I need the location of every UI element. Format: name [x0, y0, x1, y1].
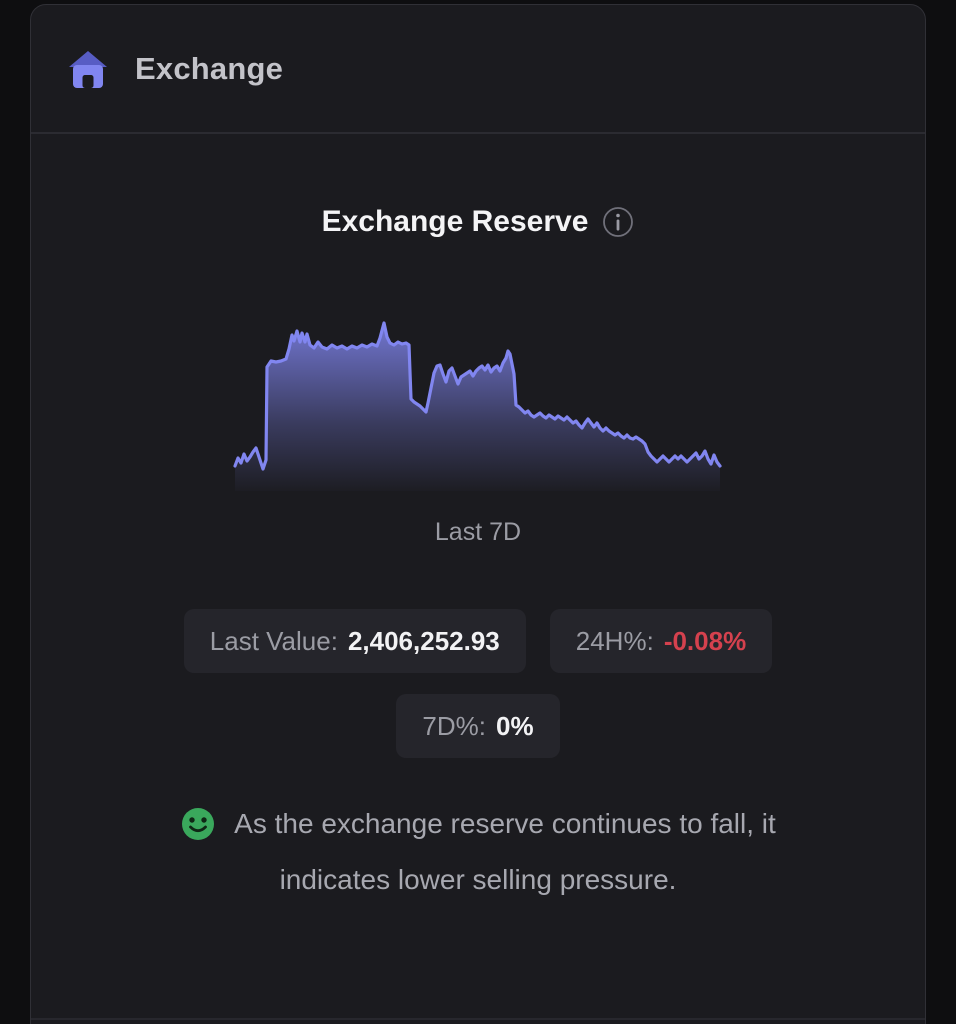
stat-badge-24h-change: 24H%: -0.08%: [549, 609, 773, 673]
stat-label: 7D%:: [422, 710, 486, 741]
reserve-sparkline-chart: [233, 311, 723, 491]
card-content: Exchange Reserve Last 7D: [31, 134, 925, 908]
sentiment-text: indicates lower selling pressure.: [279, 864, 677, 895]
green-smiley-icon: [182, 808, 215, 840]
header-title: Exchange: [135, 50, 284, 86]
home-icon: [69, 50, 107, 88]
info-icon[interactable]: [602, 206, 634, 238]
sparkline-svg: [233, 321, 722, 491]
sentiment-text: As the exchange reserve continues to fal…: [234, 808, 776, 839]
stats-row-1: Last Value: 2,406,252.93 24H%: -0.08%: [183, 609, 773, 673]
stat-value-negative: -0.08%: [663, 625, 747, 656]
exchange-widget-card: Exchange Exchange Reserve: [30, 4, 926, 1024]
stat-label: Last Value:: [209, 625, 338, 656]
sentiment-line-1: As the exchange reserve continues to fal…: [180, 796, 776, 852]
stat-value: 0%: [496, 710, 534, 741]
stat-badge-7d-change: 7D%: 0%: [396, 694, 560, 758]
bottom-divider: [31, 1018, 925, 1020]
sparkline-area: [235, 323, 720, 491]
sentiment-line-2: indicates lower selling pressure.: [280, 852, 677, 908]
stats-row-2: 7D%: 0%: [396, 694, 560, 758]
sentiment-message: As the exchange reserve continues to fal…: [180, 796, 776, 908]
widget-title: Exchange Reserve: [321, 205, 589, 238]
stat-value: 2,406,252.93: [347, 625, 500, 656]
stat-label: 24H%:: [575, 625, 654, 656]
sparkline-line: [233, 321, 722, 471]
card-header: Exchange: [31, 5, 925, 134]
widget-title-row: Exchange Reserve: [322, 202, 635, 242]
range-label: Last 7D: [434, 518, 522, 546]
stat-badge-last-value: Last Value: 2,406,252.93: [183, 609, 526, 673]
